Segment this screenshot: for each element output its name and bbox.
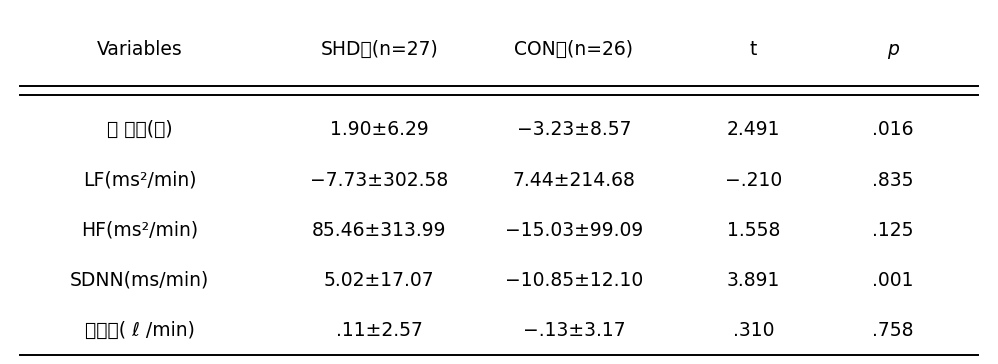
Text: HF(ms²/min): HF(ms²/min) <box>81 221 199 240</box>
Text: 심 박수(회): 심 박수(회) <box>107 120 173 139</box>
Text: SDNN(ms/min): SDNN(ms/min) <box>70 271 210 290</box>
Text: .758: .758 <box>872 321 914 340</box>
Text: .016: .016 <box>872 120 914 139</box>
Text: .11±2.57: .11±2.57 <box>335 321 423 340</box>
Text: .125: .125 <box>872 221 914 240</box>
Text: 3.891: 3.891 <box>727 271 780 290</box>
Text: .001: .001 <box>872 271 914 290</box>
Text: SHD군(n=27): SHD군(n=27) <box>320 40 438 59</box>
Text: 1.90±6.29: 1.90±6.29 <box>330 120 428 139</box>
Text: −.210: −.210 <box>725 171 782 190</box>
Text: 7.44±214.68: 7.44±214.68 <box>512 171 636 190</box>
Text: .310: .310 <box>733 321 774 340</box>
Text: −.13±3.17: −.13±3.17 <box>523 321 625 340</box>
Text: t: t <box>749 40 757 59</box>
Text: 5.02±17.07: 5.02±17.07 <box>324 271 434 290</box>
Text: 환기량( ℓ /min): 환기량( ℓ /min) <box>85 321 195 340</box>
Text: LF(ms²/min): LF(ms²/min) <box>83 171 197 190</box>
Text: −7.73±302.58: −7.73±302.58 <box>310 171 448 190</box>
Text: −15.03±99.09: −15.03±99.09 <box>505 221 643 240</box>
Text: 85.46±313.99: 85.46±313.99 <box>312 221 446 240</box>
Text: −10.85±12.10: −10.85±12.10 <box>505 271 643 290</box>
Text: 2.491: 2.491 <box>727 120 780 139</box>
Text: Variables: Variables <box>97 40 183 59</box>
Text: CON군(n=26): CON군(n=26) <box>514 40 634 59</box>
Text: −3.23±8.57: −3.23±8.57 <box>517 120 631 139</box>
Text: 1.558: 1.558 <box>727 221 780 240</box>
Text: p: p <box>887 40 899 59</box>
Text: .835: .835 <box>872 171 914 190</box>
